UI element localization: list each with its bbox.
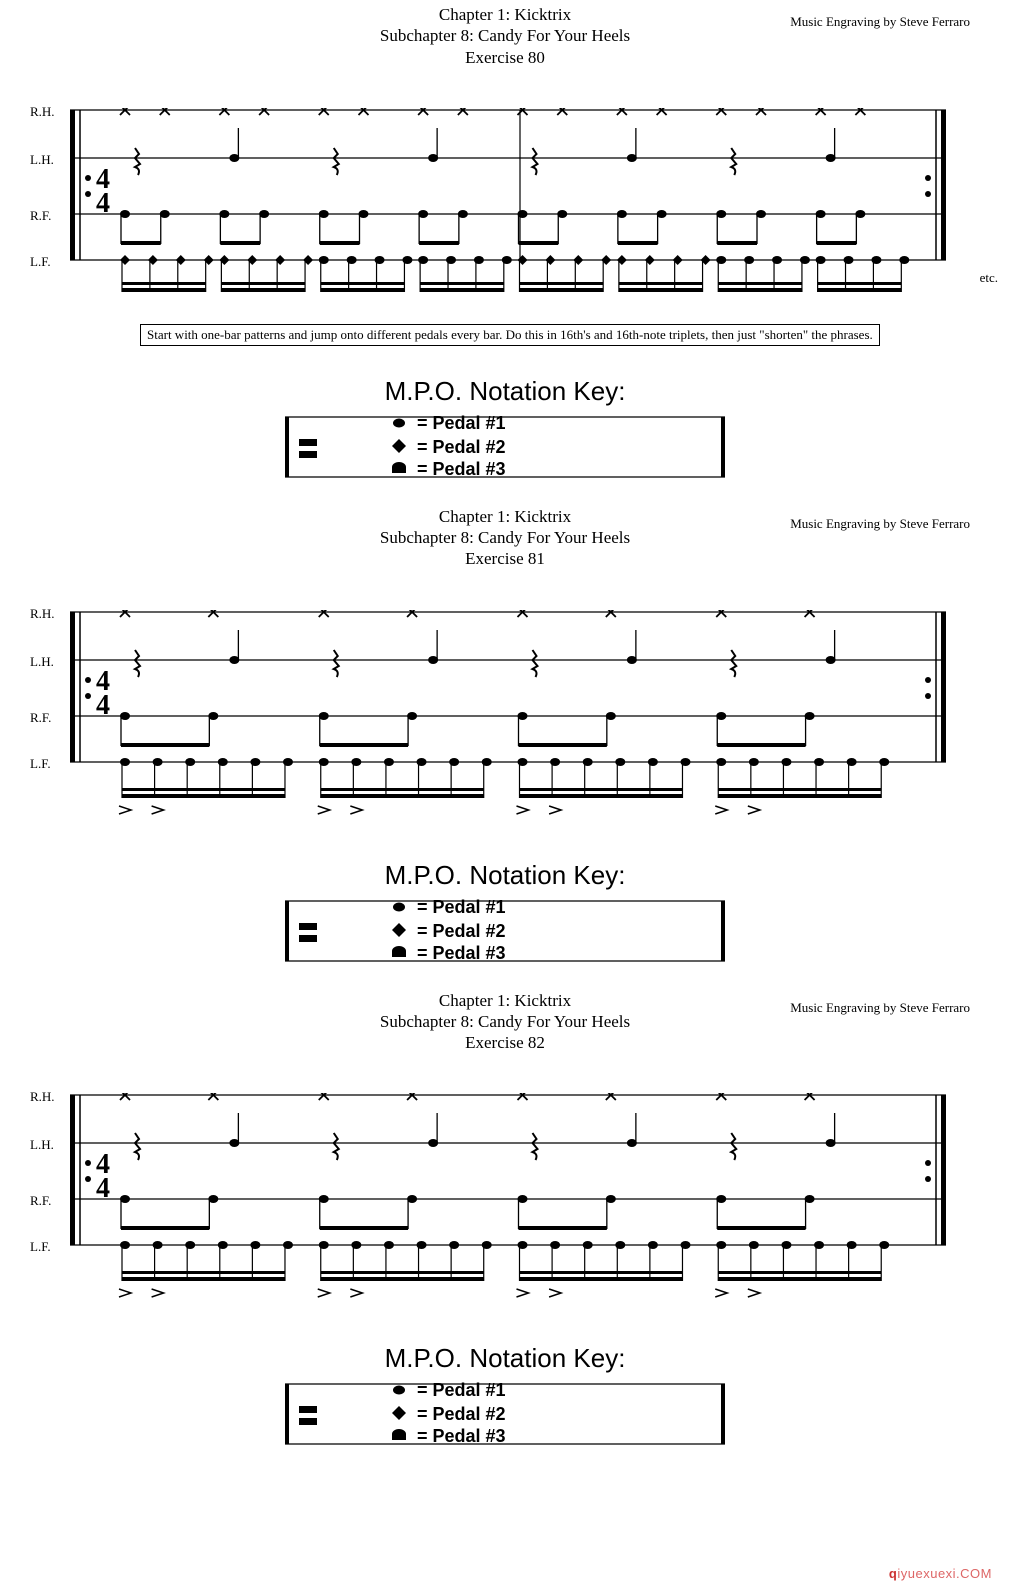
part-label-lh: L.H. — [30, 1137, 54, 1153]
part-label-lf: L.F. — [30, 1239, 51, 1255]
part-label-lh: L.H. — [30, 654, 54, 670]
instruction-box: Start with one-bar patterns and jump ont… — [140, 324, 880, 346]
exercise-header: Chapter 1: Kicktrix Subchapter 8: Candy … — [0, 502, 1010, 570]
svg-text:= Pedal #2: = Pedal #2 — [417, 1404, 506, 1424]
staff-system-80: R.H. L.H. R.F. L.F. etc. 4 4 — [0, 108, 1010, 318]
svg-text:= Pedal #3: = Pedal #3 — [417, 459, 506, 479]
notation-key: M.P.O. Notation Key: = Pedal #1 = Pedal … — [0, 376, 1010, 490]
exercise-header: Chapter 1: Kicktrix Subchapter 8: Candy … — [0, 986, 1010, 1054]
svg-text:= Pedal #3: = Pedal #3 — [417, 1426, 506, 1446]
part-label-rf: R.F. — [30, 710, 51, 726]
part-label-rh: R.H. — [30, 104, 55, 120]
music-staff-80: 4 4 — [70, 108, 970, 308]
music-staff-81: 4 4 — [70, 610, 970, 830]
staff-system-82: R.H. L.H. R.F. L.F. 4 4 — [0, 1093, 1010, 1313]
svg-text:= Pedal #2: = Pedal #2 — [417, 437, 506, 457]
part-label-rh: R.H. — [30, 606, 55, 622]
exercise-number: Exercise 82 — [0, 1032, 1010, 1053]
notation-key-staff: = Pedal #1 = Pedal #2 = Pedal #3 — [285, 1376, 725, 1452]
svg-text:= Pedal #3: = Pedal #3 — [417, 943, 506, 963]
notation-key-title: M.P.O. Notation Key: — [0, 860, 1010, 891]
svg-text:4: 4 — [96, 690, 110, 721]
svg-text:= Pedal #1: = Pedal #1 — [417, 1380, 506, 1400]
svg-text:= Pedal #1: = Pedal #1 — [417, 897, 506, 917]
engraving-credit: Music Engraving by Steve Ferraro — [790, 14, 970, 30]
engraving-credit: Music Engraving by Steve Ferraro — [790, 1000, 970, 1016]
staff-system-81: R.H. L.H. R.F. L.F. 4 4 — [0, 610, 1010, 830]
part-label-lh: L.H. — [30, 152, 54, 168]
notation-key-title: M.P.O. Notation Key: — [0, 1343, 1010, 1374]
part-label-lf: L.F. — [30, 756, 51, 772]
watermark: qiyuexuexi.COM — [889, 1566, 992, 1581]
svg-text:= Pedal #2: = Pedal #2 — [417, 921, 506, 941]
music-staff-82: 4 4 — [70, 1093, 970, 1313]
etc-label: etc. — [980, 270, 998, 286]
notation-key: M.P.O. Notation Key: = Pedal #1 = Pedal … — [0, 860, 1010, 974]
part-label-rh: R.H. — [30, 1089, 55, 1105]
engraving-credit: Music Engraving by Steve Ferraro — [790, 516, 970, 532]
svg-text:= Pedal #1: = Pedal #1 — [417, 413, 506, 433]
svg-text:4: 4 — [96, 1173, 110, 1204]
exercise-number: Exercise 81 — [0, 548, 1010, 569]
part-label-rf: R.F. — [30, 208, 51, 224]
exercise-number: Exercise 80 — [0, 47, 1010, 68]
notation-key-staff: = Pedal #1 = Pedal #2 = Pedal #3 — [285, 893, 725, 969]
part-label-lf: L.F. — [30, 254, 51, 270]
notation-key-staff: = Pedal #1 = Pedal #2 = Pedal #3 — [285, 409, 725, 485]
notation-key-title: M.P.O. Notation Key: — [0, 376, 1010, 407]
svg-text:4: 4 — [96, 188, 110, 219]
notation-key: M.P.O. Notation Key: = Pedal #1 = Pedal … — [0, 1343, 1010, 1457]
part-label-rf: R.F. — [30, 1193, 51, 1209]
exercise-header: Chapter 1: Kicktrix Subchapter 8: Candy … — [0, 0, 1010, 68]
